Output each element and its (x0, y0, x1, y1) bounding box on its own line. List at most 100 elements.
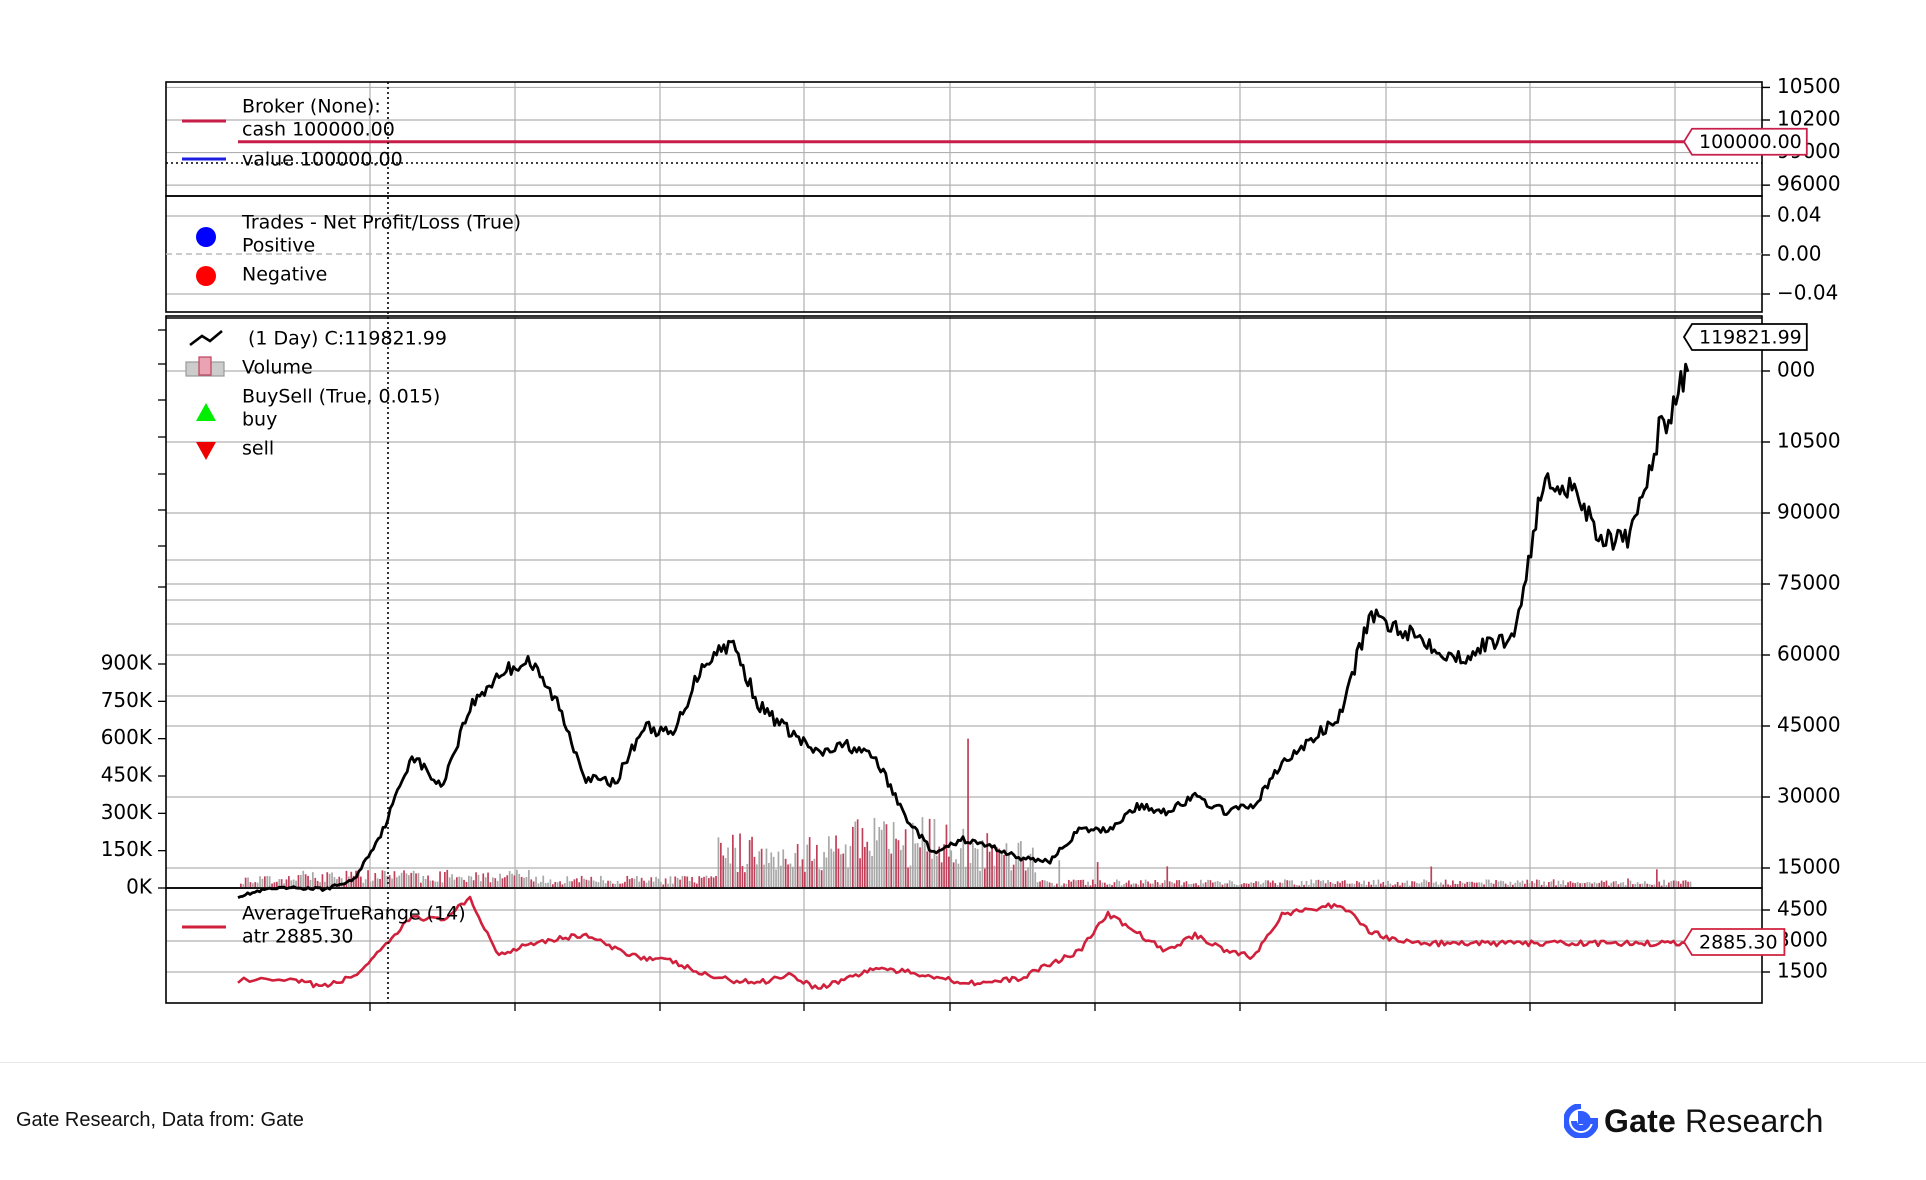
broker-last-value-box (1682, 127, 1808, 156)
volume-bar (1269, 882, 1272, 888)
volume-bar (1581, 883, 1584, 888)
volume-bar (628, 879, 631, 888)
volume-bar (1272, 880, 1274, 888)
volume-bar (1224, 883, 1226, 888)
volume-bar (1312, 883, 1315, 888)
volume-bar (1610, 882, 1613, 888)
volume-bar (564, 883, 566, 888)
volume-bar (708, 878, 710, 888)
volume-bar (1048, 882, 1051, 888)
volume-bar (984, 868, 986, 888)
volume-bar (1545, 885, 1548, 888)
buysell-legend-title: BuySell (True, 0.015) (242, 386, 440, 408)
close-price-line (237, 362, 1690, 899)
volume-bar (1656, 869, 1658, 888)
atr-last-value: 2885.30 (1682, 928, 1786, 956)
volume-bar (660, 881, 662, 888)
volume-bar (1058, 860, 1061, 888)
volume-bar (950, 850, 953, 888)
volume-bar (957, 863, 960, 888)
volume-bar (280, 879, 283, 888)
volume-bar (1250, 882, 1253, 888)
volume-bar (1317, 879, 1320, 888)
volume-bar (1046, 881, 1049, 888)
volume-bar (655, 876, 657, 888)
volume-bar (854, 821, 857, 888)
volume-bar (1622, 882, 1625, 888)
broker-panel-grid (166, 82, 1762, 196)
price-ytick-label: 60000 (1777, 642, 1841, 666)
volume-bar (631, 878, 633, 888)
volume-bar (441, 882, 444, 888)
volume-bar (568, 881, 571, 888)
volume-bar (1308, 884, 1310, 888)
atr-last-value-box (1682, 928, 1786, 956)
volume-bar (784, 858, 787, 888)
volume-bar (501, 878, 504, 888)
volume-bar (1466, 881, 1469, 888)
volume-bar (1584, 883, 1586, 888)
volume-bar (463, 879, 465, 888)
volume-bar (667, 883, 669, 888)
volume-bar (1303, 884, 1305, 888)
volume-bar (1411, 881, 1413, 888)
volume-bar (732, 834, 734, 888)
volume-bar (1036, 882, 1039, 888)
volume-bar (1596, 883, 1598, 888)
volume-bar (621, 883, 624, 888)
volume-bar (684, 876, 686, 888)
volume-bar (1423, 879, 1425, 888)
volume-bar (1173, 883, 1176, 888)
volume-bar (345, 870, 348, 888)
volume-bar (825, 857, 828, 888)
volume-bar (379, 879, 381, 888)
trades-ytick-label: 0.04 (1777, 203, 1822, 227)
volume-bar (552, 884, 554, 888)
volume-bar (688, 881, 691, 888)
volume-bar (427, 875, 429, 888)
volume-bar (1128, 880, 1130, 888)
volume-bar (1010, 870, 1013, 888)
volume-bar (693, 882, 696, 888)
volume-bar (304, 874, 307, 888)
volume-bar (1322, 880, 1325, 888)
volume-bar (1543, 881, 1545, 888)
volume-bar (1245, 883, 1248, 888)
positive-legend-icon (196, 227, 216, 247)
volume-bar (914, 843, 917, 888)
volume-bar (1106, 884, 1109, 888)
price-last-value: 119821.99 (1682, 323, 1808, 351)
volume-bar (525, 877, 528, 888)
volume-bar (770, 852, 773, 888)
price-ytick-label: 75000 (1777, 571, 1841, 595)
volume-bar (664, 878, 667, 888)
volume-bar (554, 881, 557, 888)
volume-bar (1612, 881, 1615, 888)
volume-bar (943, 844, 945, 888)
volume-bar (276, 881, 278, 888)
volume-bar (504, 877, 506, 888)
volume-bar (576, 878, 578, 888)
volume-bar (871, 856, 873, 888)
volume-bar (705, 875, 708, 888)
volume-bar (1236, 884, 1238, 888)
volume-bar (763, 864, 765, 888)
buy-legend-label: buy (242, 409, 277, 431)
volume-bar (393, 871, 396, 888)
volume-bar (1473, 882, 1476, 888)
volume-bar (1440, 882, 1442, 888)
volume-bar (816, 844, 818, 888)
volume-bar (1101, 882, 1104, 888)
volume-bar (1080, 879, 1082, 888)
volume-bar (540, 881, 542, 888)
volume-bar (1555, 885, 1557, 888)
volume-bar (772, 856, 775, 888)
volume-bar (456, 877, 458, 888)
volume-bar (1519, 882, 1521, 888)
volume-bar (1279, 882, 1281, 888)
volume-bar (1416, 882, 1418, 888)
volume-bar (1497, 881, 1500, 888)
atr-panel-grid (166, 888, 1762, 1003)
volume-bar (465, 881, 468, 888)
volume-bar (820, 870, 823, 888)
